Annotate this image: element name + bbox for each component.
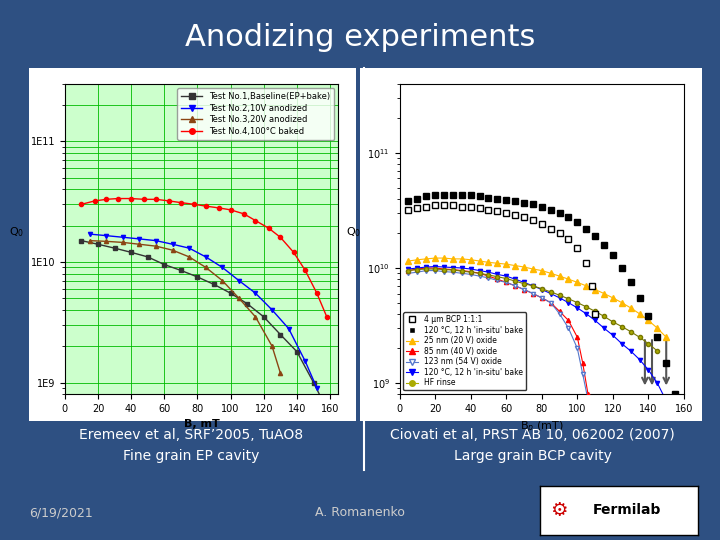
Y-axis label: Q$_0$: Q$_0$ [346,225,361,239]
Legend: Test No.1,Baseline(EP+bake), Test No.2,10V anodized, Test No.3,20V anodized, Tes: Test No.1,Baseline(EP+bake), Test No.2,1… [177,88,334,140]
X-axis label: B, mT: B, mT [184,420,220,429]
Text: A. Romanenko: A. Romanenko [315,507,405,519]
Legend: 4 μm BCP 1:1:1, 120 °C, 12 h 'in-situ' bake, 25 nm (20 V) oxide, 85 nm (40 V) ox: 4 μm BCP 1:1:1, 120 °C, 12 h 'in-situ' b… [403,312,526,390]
Text: Eremeev et al, SRF’2005, TuAO8: Eremeev et al, SRF’2005, TuAO8 [78,428,303,442]
Text: Fermilab: Fermilab [593,503,661,517]
X-axis label: B$_p$ (mT): B$_p$ (mT) [520,420,564,436]
Text: 6/19/2021: 6/19/2021 [29,507,93,519]
Text: Large grain BCP cavity: Large grain BCP cavity [454,449,612,463]
Text: Ciovati et al, PRST AB 10, 062002 (2007): Ciovati et al, PRST AB 10, 062002 (2007) [390,428,675,442]
Text: Anodizing experiments: Anodizing experiments [185,23,535,52]
Text: ⚙: ⚙ [550,501,568,520]
Y-axis label: Q$_0$: Q$_0$ [9,225,24,239]
Text: Fine grain EP cavity: Fine grain EP cavity [122,449,259,463]
